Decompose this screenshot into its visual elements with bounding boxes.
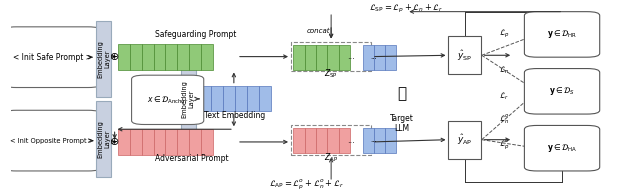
FancyBboxPatch shape	[4, 27, 101, 88]
Text: $\mathcal{L}_r$: $\mathcal{L}_r$	[499, 90, 509, 102]
Text: $\mathbf{y} \in \mathcal{D}_{S}$: $\mathbf{y} \in \mathcal{D}_{S}$	[549, 85, 575, 97]
Text: Adversarial Prompt: Adversarial Prompt	[156, 154, 229, 163]
Bar	[130, 129, 141, 155]
Text: ...: ...	[347, 52, 355, 61]
Bar	[259, 86, 271, 111]
Text: $\mathcal{L}_p^o$: $\mathcal{L}_p^o$	[499, 138, 510, 152]
Bar	[374, 45, 385, 69]
Text: $\mathcal{L}_n^o$: $\mathcal{L}_n^o$	[499, 112, 509, 126]
Text: 🤖: 🤖	[397, 86, 406, 101]
Text: $x \in \mathcal{D}_{\mathrm{Anchor}}$: $x \in \mathcal{D}_{\mathrm{Anchor}}$	[147, 94, 188, 106]
Bar	[316, 45, 327, 69]
Bar	[374, 128, 385, 153]
Text: Target
LLM: Target LLM	[390, 114, 413, 133]
FancyBboxPatch shape	[4, 110, 101, 171]
Bar	[211, 86, 223, 111]
Text: Text Embedding: Text Embedding	[205, 112, 266, 121]
Text: $\hat{y}_{\mathrm{SP}}$: $\hat{y}_{\mathrm{SP}}$	[457, 48, 472, 63]
Bar	[247, 86, 259, 111]
Text: $\mathcal{L}_p$: $\mathcal{L}_p$	[499, 28, 510, 41]
Text: $\mathbf{y} \in \mathcal{D}_{\mathrm{HA}}$: $\mathbf{y} \in \mathcal{D}_{\mathrm{HA}…	[547, 142, 577, 154]
Bar	[199, 86, 211, 111]
Bar	[385, 45, 396, 69]
Bar	[141, 129, 154, 155]
Bar	[118, 129, 130, 155]
Text: Embedding
Layer: Embedding Layer	[182, 80, 195, 118]
Text: ...: ...	[371, 137, 377, 143]
Bar	[166, 44, 177, 69]
Text: ...: ...	[347, 136, 355, 144]
Bar	[339, 45, 350, 69]
Text: $\oplus$: $\oplus$	[109, 136, 120, 147]
Bar	[305, 45, 316, 69]
Bar	[294, 128, 305, 153]
Bar	[130, 44, 141, 69]
Text: $\mathcal{L}_{\mathrm{SP}} = \mathcal{L}_p + \mathcal{L}_n + \mathcal{L}_r$: $\mathcal{L}_{\mathrm{SP}} = \mathcal{L}…	[369, 3, 444, 15]
Bar	[235, 86, 247, 111]
Bar	[362, 128, 374, 153]
Bar	[201, 44, 213, 69]
Text: $Z_{\mathrm{AP}}$: $Z_{\mathrm{AP}}$	[324, 152, 338, 164]
Bar	[291, 125, 371, 155]
Text: $\mathcal{L}_{\mathrm{AP}} = \mathcal{L}_p^o + \mathcal{L}_n^o + \mathcal{L}_r$: $\mathcal{L}_{\mathrm{AP}} = \mathcal{L}…	[269, 178, 344, 192]
Text: Embedding
Layer: Embedding Layer	[97, 40, 111, 78]
Bar	[339, 128, 350, 153]
FancyBboxPatch shape	[524, 12, 600, 57]
Bar	[449, 121, 481, 159]
Bar	[118, 44, 130, 69]
Bar	[294, 45, 305, 69]
Bar	[166, 129, 177, 155]
Text: Embedding
Layer: Embedding Layer	[97, 120, 111, 158]
Bar	[223, 86, 235, 111]
Text: $Z_{\mathrm{SP}}$: $Z_{\mathrm{SP}}$	[324, 67, 338, 80]
Bar	[327, 128, 339, 153]
FancyBboxPatch shape	[524, 69, 600, 114]
Bar	[316, 128, 327, 153]
Bar	[177, 44, 189, 69]
Bar	[180, 59, 196, 139]
Bar	[385, 128, 396, 153]
Text: $\oplus$: $\oplus$	[109, 51, 120, 62]
Bar	[154, 44, 166, 69]
Bar	[291, 42, 371, 71]
Bar	[362, 45, 374, 69]
Bar	[97, 21, 111, 97]
Bar	[141, 44, 154, 69]
Bar	[201, 129, 213, 155]
Text: < Init Safe Prompt >: < Init Safe Prompt >	[13, 53, 92, 62]
Bar	[189, 129, 201, 155]
Text: < Init Opposite Prompt >: < Init Opposite Prompt >	[10, 138, 94, 144]
Bar	[154, 129, 166, 155]
Bar	[327, 45, 339, 69]
Bar	[189, 44, 201, 69]
Bar	[97, 101, 111, 177]
Text: $\hat{y}_{\mathrm{AP}}$: $\hat{y}_{\mathrm{AP}}$	[457, 132, 472, 147]
Text: concat: concat	[307, 28, 330, 34]
Text: ...: ...	[371, 54, 377, 60]
Text: $\mathbf{y} \in \mathcal{D}_{\mathrm{HR}}$: $\mathbf{y} \in \mathcal{D}_{\mathrm{HR}…	[547, 28, 577, 40]
FancyBboxPatch shape	[524, 125, 600, 171]
FancyBboxPatch shape	[132, 75, 204, 124]
Bar	[449, 36, 481, 74]
Bar	[305, 128, 316, 153]
Text: $\mathcal{L}_n$: $\mathcal{L}_n$	[499, 65, 509, 76]
Bar	[177, 129, 189, 155]
Text: Safeguarding Prompt: Safeguarding Prompt	[156, 30, 237, 39]
